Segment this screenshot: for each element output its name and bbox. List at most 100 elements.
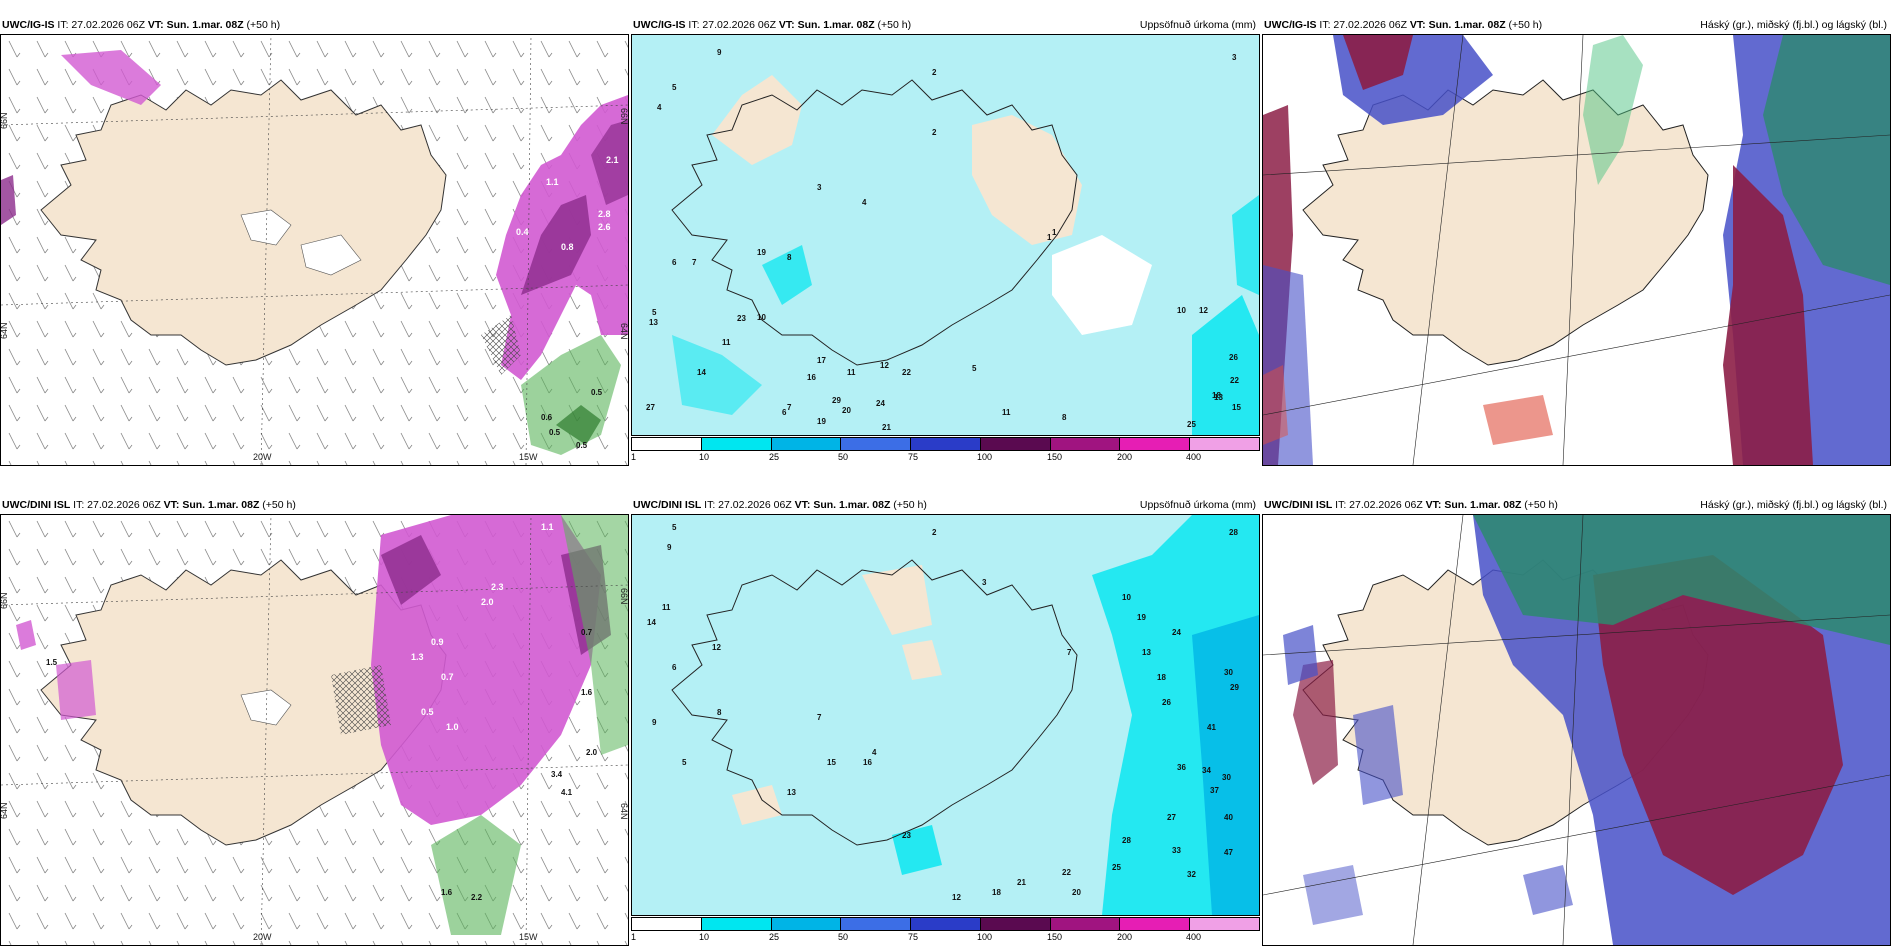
precip-value: 32 xyxy=(1187,870,1196,879)
model-name: UWC/DINI ISL xyxy=(633,499,702,511)
legend-swatch xyxy=(1190,438,1260,450)
precip-value: 28 xyxy=(1122,836,1131,845)
lat-label: 64N xyxy=(619,803,628,820)
precip-value: 8 xyxy=(717,708,722,717)
legend-tick: 75 xyxy=(908,452,919,462)
panel-title-clouds: Háský (gr.), miðský (fj.bl.) og lágský (… xyxy=(1700,19,1887,31)
precip-value: 41 xyxy=(1207,723,1216,732)
precip-colorbar xyxy=(631,437,1260,451)
wind-value: 0.5 xyxy=(576,441,588,450)
lead-time: (+50 h) xyxy=(1524,499,1558,511)
wind-value: 1.1 xyxy=(541,522,554,532)
precip-value: 27 xyxy=(1167,813,1176,822)
precip-value: 30 xyxy=(1224,668,1233,677)
precip-value: 25 xyxy=(1187,420,1196,429)
init-time: IT: 27.02.2026 06Z xyxy=(704,499,792,511)
model-name: UWC/IG-IS xyxy=(633,19,686,31)
legend-tick: 400 xyxy=(1186,932,1202,942)
panel-top-precip: UWC/IG-IS IT: 27.02.2026 06Z VT: Sun. 1.… xyxy=(631,17,1260,470)
wind-value: 2.3 xyxy=(491,582,504,592)
legend-tick: 50 xyxy=(838,932,849,942)
precip-value: 18 xyxy=(1212,391,1221,400)
wind-value: 3.4 xyxy=(551,770,563,779)
wind-value: 1.6 xyxy=(581,688,593,697)
precip-value: 22 xyxy=(1062,868,1071,877)
legend-swatch xyxy=(1050,438,1121,450)
lat-label: 64N xyxy=(1,802,9,819)
precip-value: 22 xyxy=(902,368,911,377)
precip-value: 5 xyxy=(672,523,677,532)
precip-value: 5 xyxy=(972,364,977,373)
wind-value: 4.1 xyxy=(561,788,573,797)
valid-time: VT: Sun. 1.mar. 08Z xyxy=(1409,19,1506,31)
precip-value: 20 xyxy=(842,406,851,415)
legend-tick: 1 xyxy=(631,932,637,942)
init-time: IT: 27.02.2026 06Z xyxy=(73,499,161,511)
precip-value: 30 xyxy=(1222,773,1231,782)
precip-value: 21 xyxy=(1017,878,1026,887)
legend-swatch xyxy=(771,918,842,930)
precip-map: 9 3 4 5 2 1 4 6 3 5 7 8 10 13 11 19 23 2… xyxy=(631,34,1260,436)
wind-value: 0.5 xyxy=(421,707,434,717)
precip-value: 19 xyxy=(757,248,766,257)
precip-value: 1 xyxy=(1052,228,1057,237)
wind-value: 1.6 xyxy=(441,888,453,897)
precip-value: 12 xyxy=(712,643,721,652)
legend-swatch xyxy=(701,438,772,450)
precip-value: 47 xyxy=(1224,848,1233,857)
init-time: IT: 27.02.2026 06Z xyxy=(57,19,145,31)
legend-tick: 100 xyxy=(977,932,993,942)
precip-value: 5 xyxy=(682,758,687,767)
model-name: UWC/IG-IS xyxy=(1264,19,1317,31)
legend-tick: 400 xyxy=(1186,452,1202,462)
precip-value: 3 xyxy=(1232,53,1237,62)
precip-legend: 1 10 25 50 75 100 150 200 400 xyxy=(631,437,1260,463)
lat-label: 64N xyxy=(619,323,628,340)
precip-value: 16 xyxy=(863,758,872,767)
legend-tick: 10 xyxy=(699,452,710,462)
panel-bottom-precip: UWC/DINI ISL IT: 27.02.2026 06Z VT: Sun.… xyxy=(631,497,1260,950)
init-time: IT: 27.02.2026 06Z xyxy=(688,19,776,31)
panel-bottom-wind: UWC/DINI ISL IT: 27.02.2026 06Z VT: Sun.… xyxy=(0,497,629,950)
wind-value: 0.6 xyxy=(541,413,553,422)
precip-value: 5 xyxy=(652,308,657,317)
precip-value: 2 xyxy=(932,528,937,537)
panel-title-clouds: Háský (gr.), miðský (fj.bl.) og lágský (… xyxy=(1700,499,1887,511)
precip-value: 10 xyxy=(757,313,766,322)
legend-swatch xyxy=(1050,918,1121,930)
model-name: UWC/DINI ISL xyxy=(1264,499,1333,511)
lead-time: (+50 h) xyxy=(246,19,281,31)
lat-label: 66N xyxy=(619,588,628,605)
wind-value: 2.8 xyxy=(598,209,611,219)
legend-swatch xyxy=(632,918,702,930)
precip-value: 13 xyxy=(649,318,658,327)
legend-swatch xyxy=(1120,918,1191,930)
valid-time: VT: Sun. 1.mar. 08Z xyxy=(778,19,875,31)
precip-value: 13 xyxy=(1214,393,1223,402)
panel-top-wind: UWC/IG-IS IT: 27.02.2026 06Z VT: Sun. 1.… xyxy=(0,17,629,470)
lat-label: 66N xyxy=(619,108,628,125)
wind-value: 2.1 xyxy=(606,155,619,165)
wind-value: 0.5 xyxy=(549,428,561,437)
wind-map: 2.1 2.8 2.6 0.5 0.6 0.5 0.5 1.1 0.4 0.8 … xyxy=(0,34,629,466)
legend-swatch xyxy=(1120,438,1191,450)
model-name: UWC/IG-IS xyxy=(2,19,55,31)
legend-tick: 150 xyxy=(1047,452,1063,462)
precip-value: 13 xyxy=(787,788,796,797)
precip-value: 4 xyxy=(872,748,877,757)
legend-tick: 100 xyxy=(977,452,993,462)
precip-value: 24 xyxy=(876,399,885,408)
legend-tick: 25 xyxy=(769,932,780,942)
precip-value: 26 xyxy=(1229,353,1238,362)
wind-value: 1.0 xyxy=(446,722,459,732)
precip-value: 3 xyxy=(817,183,822,192)
init-time: IT: 27.02.2026 06Z xyxy=(1335,499,1423,511)
precip-value: 18 xyxy=(1157,673,1166,682)
wind-map: 1.1 2.0 2.3 1.3 0.9 0.7 0.5 1.0 1.6 2.0 … xyxy=(0,514,629,946)
precip-value: 12 xyxy=(1199,306,1208,315)
wind-value: 0.8 xyxy=(561,242,574,252)
cloud-map xyxy=(1262,34,1891,466)
precip-value: 9 xyxy=(717,48,722,57)
precip-value: 19 xyxy=(1137,613,1146,622)
legend-tick: 75 xyxy=(908,932,919,942)
